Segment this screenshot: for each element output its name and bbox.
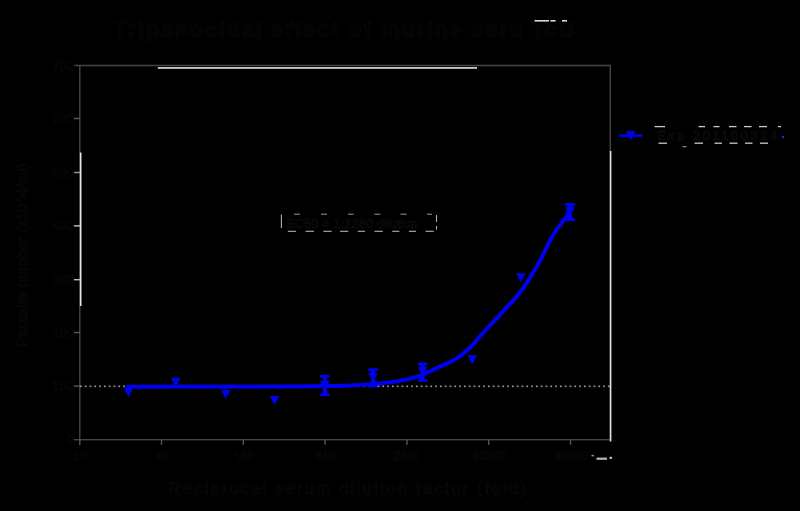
svg-text:640: 640 (315, 449, 335, 463)
svg-text:Reciprocal serum dilution fact: Reciprocal serum dilution factor (fold) (168, 479, 528, 498)
svg-text:10240: 10240 (472, 449, 506, 463)
svg-text:Tripanocidal effect of murine: Tripanocidal effect of murine sera TcB (114, 17, 577, 42)
svg-text:40: 40 (155, 449, 169, 463)
svg-text:100: 100 (52, 378, 74, 393)
svg-text:2560: 2560 (394, 449, 421, 463)
svg-text:40960: 40960 (554, 449, 588, 463)
svg-text:10: 10 (73, 449, 87, 463)
svg-text:Parasite number (x10^4/ml): Parasite number (x10^4/ml) (14, 163, 31, 347)
svg-text:500: 500 (52, 165, 74, 180)
svg-text:200: 200 (52, 325, 74, 340)
svg-text:0: 0 (67, 432, 74, 447)
svg-text:400: 400 (52, 218, 74, 233)
svg-text:Exp 201100324: Exp 201100324 (657, 128, 780, 143)
svg-text:600: 600 (52, 111, 74, 126)
svg-text:300: 300 (52, 272, 74, 287)
svg-text:160: 160 (234, 449, 254, 463)
svg-text:700: 700 (52, 58, 74, 73)
svg-text:EC50 = 1:1280 dilution: EC50 = 1:1280 dilution (286, 216, 418, 231)
